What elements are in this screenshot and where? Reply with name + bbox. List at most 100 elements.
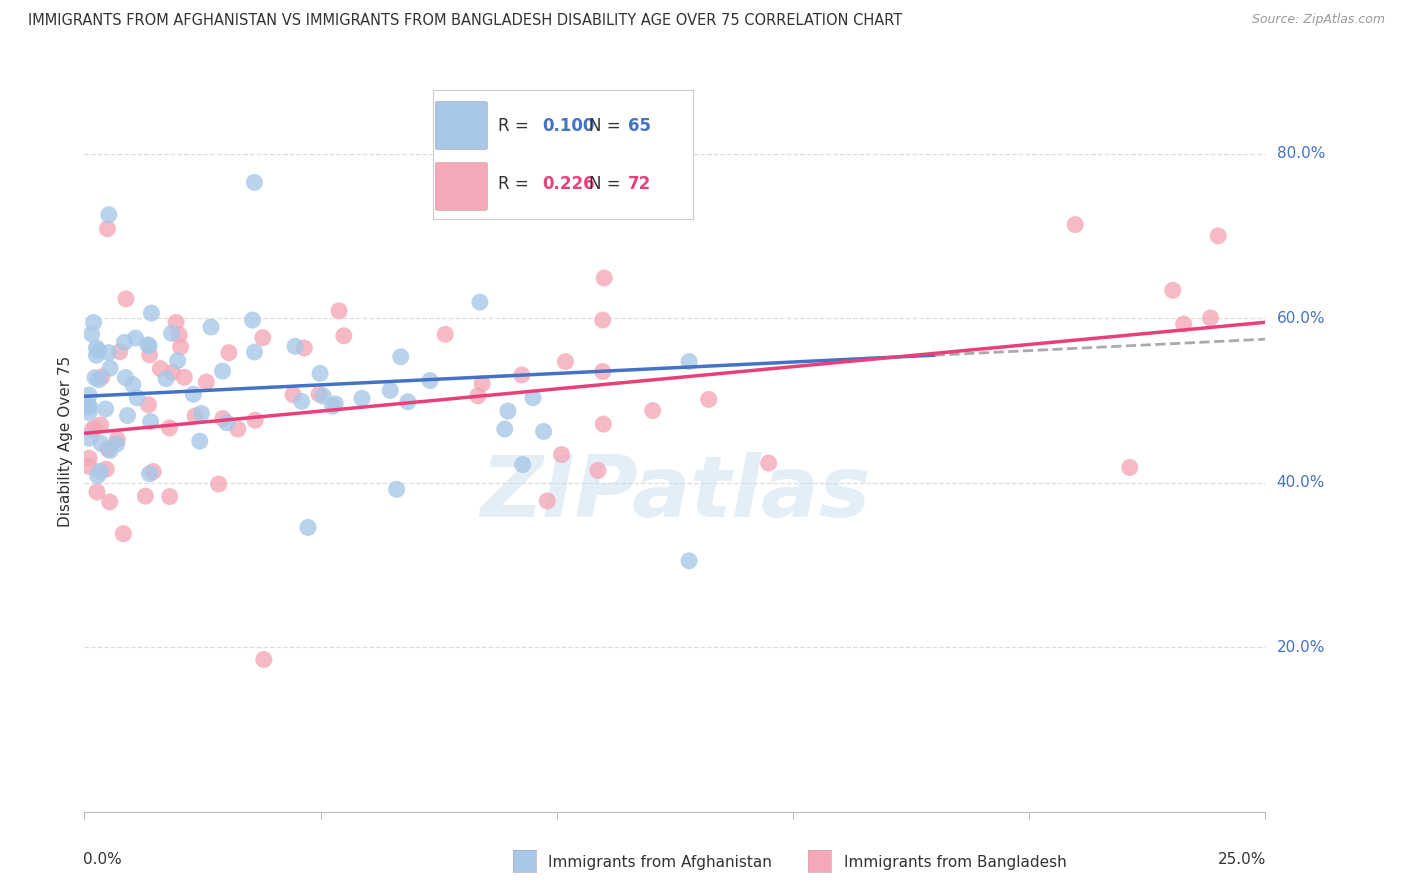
Point bbox=[297, 520, 319, 534]
Point bbox=[592, 417, 614, 431]
Point bbox=[396, 394, 419, 409]
Point bbox=[77, 399, 100, 413]
Point bbox=[195, 375, 218, 389]
Point bbox=[536, 494, 558, 508]
Point bbox=[114, 370, 136, 384]
Point bbox=[468, 295, 491, 310]
Point bbox=[82, 422, 104, 436]
Point bbox=[86, 348, 108, 362]
Point bbox=[86, 468, 108, 483]
Point bbox=[467, 389, 489, 403]
Point bbox=[166, 353, 188, 368]
Point bbox=[89, 464, 111, 478]
Point bbox=[87, 373, 110, 387]
Point bbox=[141, 306, 163, 320]
Point bbox=[471, 376, 494, 391]
Point bbox=[226, 422, 249, 436]
Point bbox=[97, 345, 120, 359]
Point bbox=[90, 436, 112, 450]
Text: 20.0%: 20.0% bbox=[1277, 640, 1324, 655]
Point bbox=[188, 434, 211, 449]
Point bbox=[211, 364, 233, 378]
Point bbox=[207, 477, 229, 491]
Point bbox=[592, 313, 614, 327]
Point bbox=[678, 354, 700, 368]
Point bbox=[245, 413, 267, 427]
Point bbox=[183, 387, 205, 401]
Point bbox=[496, 404, 519, 418]
Point bbox=[96, 462, 118, 476]
Point bbox=[77, 451, 100, 466]
Point bbox=[641, 403, 664, 417]
Point bbox=[87, 343, 110, 358]
Point bbox=[138, 398, 160, 412]
Point bbox=[292, 341, 315, 355]
Point bbox=[77, 459, 100, 474]
Point bbox=[697, 392, 720, 407]
Point bbox=[281, 387, 304, 401]
Point bbox=[218, 345, 240, 359]
Point bbox=[112, 526, 135, 541]
Point bbox=[97, 442, 120, 456]
Point bbox=[117, 409, 139, 423]
Text: Source: ZipAtlas.com: Source: ZipAtlas.com bbox=[1251, 13, 1385, 27]
Point bbox=[325, 397, 347, 411]
Point bbox=[243, 175, 266, 190]
Point bbox=[134, 489, 156, 503]
Point bbox=[593, 271, 616, 285]
Point bbox=[380, 384, 402, 398]
Point bbox=[167, 327, 190, 342]
Point bbox=[419, 374, 441, 388]
Point bbox=[169, 340, 191, 354]
Text: ZIPatlas: ZIPatlas bbox=[479, 452, 870, 535]
Point bbox=[243, 345, 266, 359]
Point bbox=[138, 467, 160, 481]
Point bbox=[586, 463, 609, 477]
Point bbox=[758, 456, 780, 470]
Point bbox=[77, 388, 100, 402]
Point bbox=[97, 208, 120, 222]
Point bbox=[98, 443, 121, 458]
Point bbox=[159, 490, 181, 504]
Point bbox=[252, 330, 274, 344]
Point bbox=[350, 392, 373, 406]
Point bbox=[333, 328, 356, 343]
Point bbox=[138, 348, 160, 362]
Point bbox=[184, 409, 207, 423]
Point bbox=[96, 221, 118, 235]
Text: 60.0%: 60.0% bbox=[1277, 310, 1324, 326]
Point bbox=[312, 389, 335, 403]
Point bbox=[309, 367, 332, 381]
Point bbox=[142, 465, 165, 479]
Point bbox=[242, 313, 264, 327]
Point bbox=[554, 354, 576, 368]
Point bbox=[1119, 460, 1142, 475]
Point bbox=[385, 483, 408, 497]
Point bbox=[105, 437, 128, 451]
Text: 40.0%: 40.0% bbox=[1277, 475, 1324, 491]
Point bbox=[678, 554, 700, 568]
Point bbox=[86, 485, 108, 500]
Point bbox=[1206, 228, 1229, 243]
Point bbox=[108, 344, 131, 359]
Point bbox=[84, 370, 107, 384]
Point bbox=[1173, 317, 1195, 331]
Point bbox=[83, 421, 105, 435]
Point bbox=[522, 391, 544, 405]
Point bbox=[190, 407, 212, 421]
Point bbox=[90, 417, 112, 432]
Point bbox=[77, 406, 100, 420]
Point bbox=[550, 448, 572, 462]
Point bbox=[83, 316, 105, 330]
Point bbox=[200, 320, 222, 334]
Text: 0.0%: 0.0% bbox=[83, 853, 122, 867]
Point bbox=[211, 411, 233, 425]
Point bbox=[328, 303, 350, 318]
Point bbox=[138, 339, 160, 353]
Point bbox=[291, 394, 314, 409]
Point bbox=[389, 350, 412, 364]
Point bbox=[98, 495, 121, 509]
Text: 25.0%: 25.0% bbox=[1218, 853, 1267, 867]
Point bbox=[173, 370, 195, 384]
Point bbox=[510, 368, 533, 382]
